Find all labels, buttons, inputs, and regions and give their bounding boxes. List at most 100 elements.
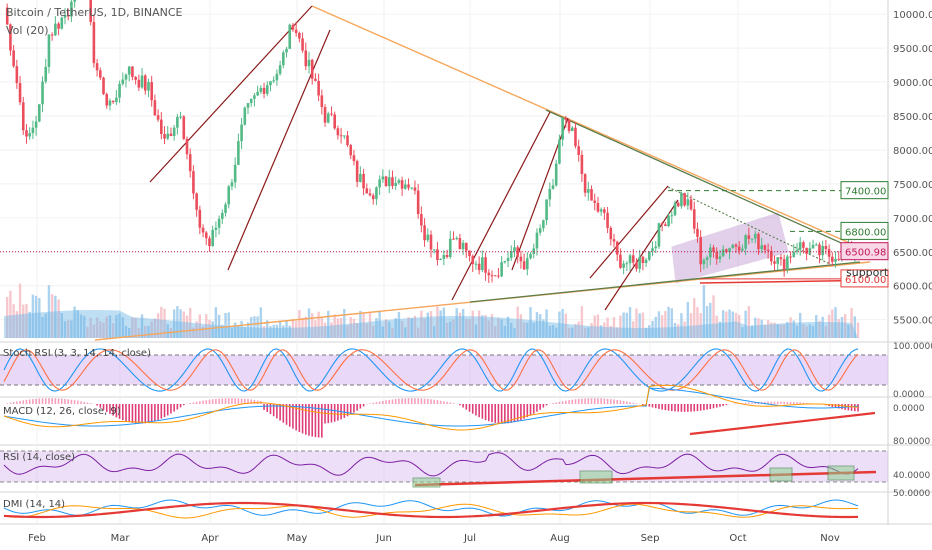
- volume-bar: [635, 308, 638, 338]
- volume-bar: [314, 320, 317, 338]
- candle-body: [102, 77, 105, 95]
- macd-histogram-bar: [353, 404, 355, 413]
- volume-bar: [54, 295, 57, 338]
- candle-body: [211, 229, 214, 247]
- price-label-box: [840, 181, 889, 200]
- candle-body: [766, 249, 770, 251]
- candle-body: [676, 202, 680, 207]
- candle-body: [439, 258, 442, 261]
- macd-histogram-bar: [147, 404, 150, 423]
- volume-bar: [808, 324, 812, 338]
- volume-bar: [137, 327, 141, 338]
- macd-histogram-bar: [64, 398, 66, 404]
- macd-histogram-bar: [648, 404, 651, 407]
- macd-histogram-bar: [796, 402, 798, 404]
- volume-bar: [192, 327, 195, 338]
- candle-body: [770, 250, 773, 262]
- volume-bar: [660, 315, 664, 338]
- macd-histogram-bar: [552, 403, 554, 404]
- macd-histogram-bar: [298, 404, 301, 433]
- candle-body: [587, 189, 590, 193]
- volume-bar: [616, 327, 619, 338]
- candle-body: [359, 173, 362, 182]
- macd-histogram-bar: [754, 402, 757, 404]
- volume-bar: [632, 321, 635, 338]
- candle-body: [224, 204, 227, 213]
- macd-histogram-bar: [224, 398, 227, 404]
- candle-body: [38, 104, 41, 122]
- candle-body: [12, 50, 15, 67]
- macd-histogram-bar: [218, 398, 220, 404]
- macd-histogram-bar: [436, 400, 439, 404]
- macd-histogram-bar: [500, 404, 503, 424]
- volume-bar: [477, 310, 481, 338]
- candle-body: [365, 188, 369, 194]
- candle-body: [558, 139, 561, 164]
- macd-histogram-bar: [712, 404, 715, 409]
- macd-histogram-bar: [658, 404, 660, 409]
- macd-histogram-bar: [613, 399, 615, 404]
- volume-bar: [67, 320, 70, 338]
- macd-histogram-bar: [28, 399, 31, 404]
- candle-body: [779, 257, 783, 260]
- candle-body: [493, 275, 497, 277]
- volume-bar: [792, 320, 795, 338]
- macd-histogram-bar: [308, 404, 310, 436]
- candle-body: [240, 124, 243, 142]
- volume-bar: [185, 315, 189, 338]
- volume-bar: [789, 317, 792, 338]
- rsi-band: [0, 451, 888, 482]
- candle-body: [25, 130, 28, 137]
- volume-bar: [291, 318, 295, 338]
- macd-histogram-bar: [154, 404, 156, 422]
- rising-line-3: [451, 111, 551, 301]
- macd-histogram-bar: [696, 404, 699, 412]
- macd-histogram-bar: [539, 404, 541, 410]
- candle-body: [448, 238, 452, 258]
- volume-bar: [76, 310, 80, 338]
- macd-histogram-bar: [850, 404, 853, 411]
- macd-histogram-bar: [471, 404, 474, 414]
- volume-bar: [680, 313, 683, 338]
- volume-bar: [9, 290, 12, 338]
- volume-bar: [330, 322, 333, 338]
- candle-body: [34, 121, 38, 128]
- volume-bar: [567, 327, 571, 338]
- macd-histogram-bar: [443, 401, 445, 404]
- volume-bar: [442, 307, 446, 338]
- volume-bar: [702, 285, 706, 338]
- candle-body: [638, 256, 641, 269]
- volume-bar: [372, 325, 375, 338]
- candle-body: [786, 256, 789, 270]
- macd-histogram-bar: [73, 400, 76, 404]
- volume-bar: [147, 326, 150, 338]
- macd-histogram-bar: [150, 404, 153, 423]
- volume-bar: [6, 296, 9, 338]
- macd-histogram-bar: [568, 400, 570, 404]
- macd-histogram-bar: [626, 401, 628, 404]
- volume-bar: [827, 314, 831, 338]
- price-tick-label: 5500.00: [893, 316, 932, 327]
- candle-body: [204, 232, 208, 239]
- volume-bar: [805, 326, 808, 338]
- macd-histogram-bar: [359, 404, 362, 409]
- candle-body: [185, 138, 189, 155]
- volume-bar: [262, 326, 266, 338]
- candle-body: [121, 79, 125, 84]
- candle-body: [131, 66, 134, 77]
- candle-body: [18, 83, 22, 103]
- volume-bar: [654, 316, 657, 338]
- candle-body: [208, 238, 211, 247]
- volume-bar: [294, 321, 298, 338]
- volume-bar: [47, 285, 51, 338]
- macd-histogram-bar: [410, 398, 413, 404]
- candle-body: [471, 256, 475, 264]
- macd-histogram-bar: [558, 401, 561, 404]
- candle-body: [118, 83, 121, 98]
- volume-bar: [128, 327, 131, 338]
- volume-bar: [811, 325, 815, 338]
- candle-body: [792, 251, 796, 258]
- candle-body: [667, 215, 670, 227]
- macd-histogram-bar: [526, 404, 529, 418]
